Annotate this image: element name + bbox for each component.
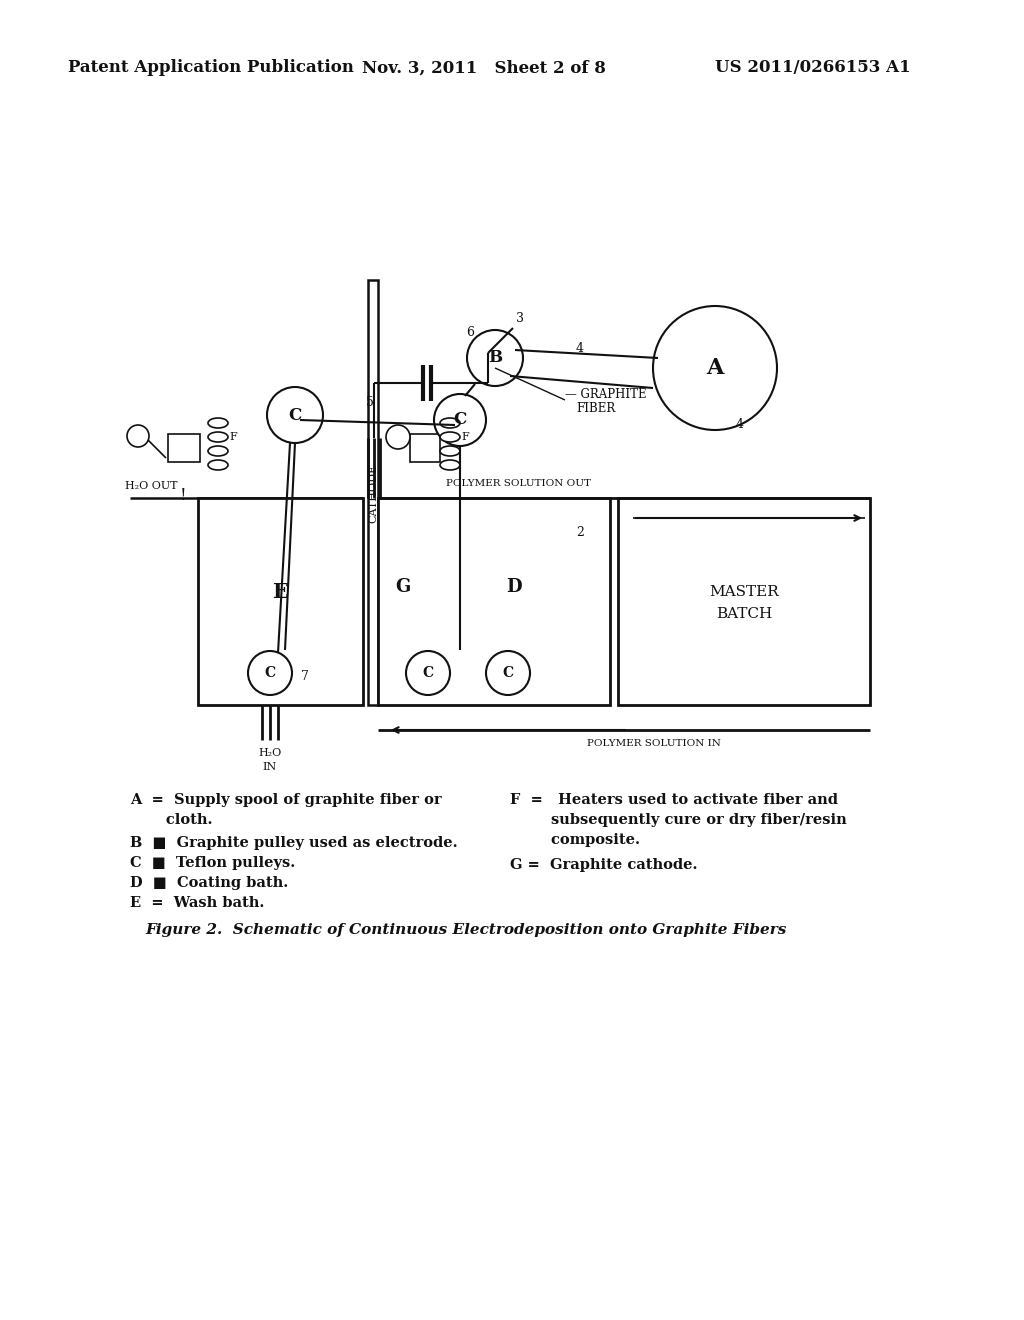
Circle shape [434, 393, 486, 446]
Ellipse shape [440, 432, 460, 442]
Text: A  =  Supply spool of graphite fiber or: A = Supply spool of graphite fiber or [130, 793, 441, 807]
Text: E: E [272, 582, 288, 602]
Bar [378, 498, 610, 705]
Text: 2: 2 [577, 527, 584, 540]
Text: D  ■  Coating bath.: D ■ Coating bath. [130, 876, 288, 890]
Text: C  ■  Teflon pulleys.: C ■ Teflon pulleys. [130, 855, 295, 870]
Text: G =  Graphite cathode.: G = Graphite cathode. [510, 858, 697, 873]
Bar [368, 280, 378, 705]
Circle shape [406, 651, 450, 696]
Text: C: C [264, 667, 275, 680]
Text: BATCH: BATCH [716, 607, 772, 620]
Text: cloth.: cloth. [130, 813, 213, 828]
Text: 6: 6 [466, 326, 474, 339]
Text: C: C [289, 407, 302, 424]
Text: 4: 4 [736, 418, 744, 432]
Text: C: C [454, 412, 467, 429]
Text: CATHODE: CATHODE [368, 463, 378, 523]
Text: Nov. 3, 2011   Sheet 2 of 8: Nov. 3, 2011 Sheet 2 of 8 [362, 59, 606, 77]
Text: Patent Application Publication: Patent Application Publication [68, 59, 354, 77]
Ellipse shape [440, 459, 460, 470]
Text: A: A [707, 356, 724, 379]
Text: C: C [503, 667, 514, 680]
Circle shape [248, 651, 292, 696]
Circle shape [653, 306, 777, 430]
Text: IN: IN [263, 762, 278, 772]
Text: MASTER: MASTER [710, 585, 779, 599]
Text: — GRAPHITE: — GRAPHITE [565, 388, 646, 401]
Ellipse shape [208, 459, 228, 470]
Text: POLYMER SOLUTION IN: POLYMER SOLUTION IN [587, 738, 721, 747]
Bar [618, 498, 870, 705]
Text: subsequently cure or dry fiber/resin: subsequently cure or dry fiber/resin [510, 813, 847, 828]
Text: !: ! [179, 487, 186, 503]
Ellipse shape [208, 418, 228, 428]
Circle shape [127, 425, 150, 447]
Circle shape [267, 387, 323, 444]
Text: F  =   Heaters used to activate fiber and: F = Heaters used to activate fiber and [510, 793, 838, 807]
Ellipse shape [440, 418, 460, 428]
Text: 3: 3 [516, 312, 524, 325]
Text: F: F [461, 432, 469, 442]
Circle shape [467, 330, 523, 385]
Text: D: D [506, 578, 522, 597]
Ellipse shape [440, 446, 460, 455]
Text: H₂O OUT: H₂O OUT [125, 480, 177, 491]
Ellipse shape [208, 432, 228, 442]
Text: 7: 7 [301, 671, 309, 684]
Text: Figure 2.  Schematic of Continuous Electrodeposition onto Graphite Fibers: Figure 2. Schematic of Continuous Electr… [145, 923, 786, 937]
Circle shape [486, 651, 530, 696]
Ellipse shape [208, 446, 228, 455]
Text: G: G [395, 578, 411, 597]
Text: 5: 5 [366, 396, 374, 408]
Text: POLYMER SOLUTION OUT: POLYMER SOLUTION OUT [445, 479, 591, 488]
Text: FIBER: FIBER [575, 401, 615, 414]
Text: B: B [488, 350, 502, 367]
Text: H₂O: H₂O [258, 748, 282, 758]
Circle shape [386, 425, 410, 449]
Text: US 2011/0266153 A1: US 2011/0266153 A1 [715, 59, 910, 77]
Bar [198, 498, 362, 705]
Text: composite.: composite. [510, 833, 640, 847]
Text: E  =  Wash bath.: E = Wash bath. [130, 896, 264, 909]
Bar [168, 434, 200, 462]
Text: 4: 4 [575, 342, 584, 355]
Text: F: F [229, 432, 237, 442]
Text: B  ■  Graphite pulley used as electrode.: B ■ Graphite pulley used as electrode. [130, 836, 458, 850]
Text: C: C [423, 667, 433, 680]
Bar [410, 434, 440, 462]
